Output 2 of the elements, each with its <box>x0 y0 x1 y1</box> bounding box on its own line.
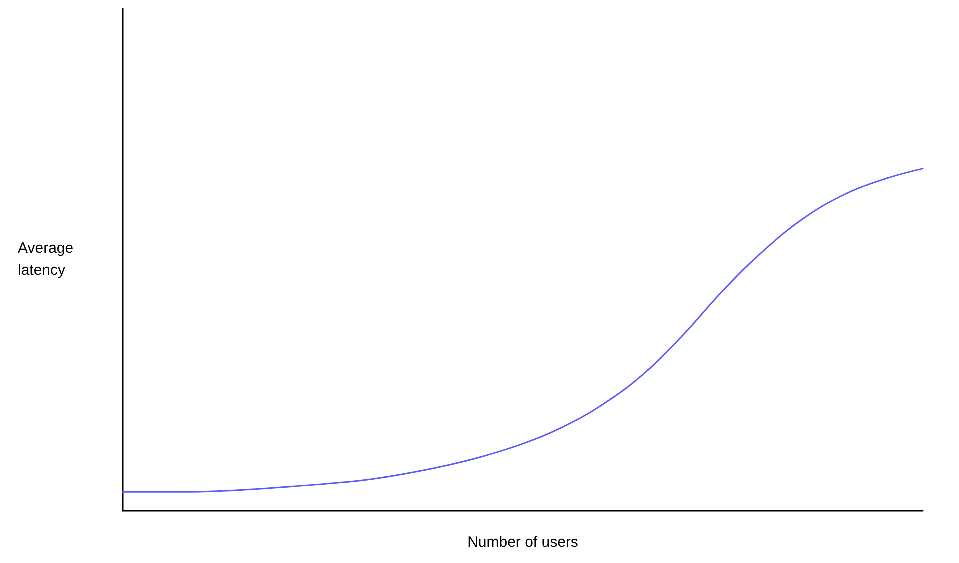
y-axis-title: Average latency <box>18 240 74 279</box>
x-axis-title: Number of users <box>468 534 578 551</box>
